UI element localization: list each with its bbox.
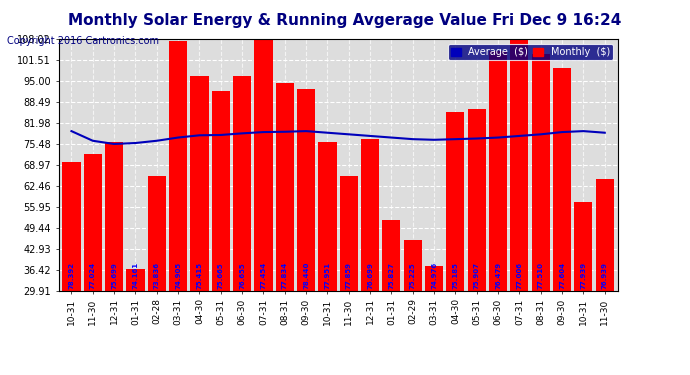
Text: 75.699: 75.699 [111,262,117,289]
Bar [511,39,529,291]
Bar [318,142,337,291]
Bar [574,202,593,291]
Text: 76.479: 76.479 [495,262,501,289]
Bar [233,76,251,291]
Text: 77.006: 77.006 [516,262,522,289]
Text: 73.836: 73.836 [154,262,160,289]
Text: 74.976: 74.976 [431,262,437,289]
Bar [83,154,102,291]
Bar [425,266,443,291]
Bar [190,76,208,291]
Bar [595,179,614,291]
Text: 77.604: 77.604 [559,262,565,289]
Bar [382,220,400,291]
Text: 77.510: 77.510 [538,262,544,289]
Bar [297,89,315,291]
Text: 77.834: 77.834 [282,262,288,289]
Text: 75.907: 75.907 [474,262,480,289]
Text: 75.827: 75.827 [388,262,395,289]
Bar [468,109,486,291]
Text: 75.665: 75.665 [218,262,224,289]
Bar [169,41,187,291]
Text: 76.655: 76.655 [239,262,245,289]
Text: 74.161: 74.161 [132,262,139,289]
Text: 74.905: 74.905 [175,262,181,289]
Text: 76.939: 76.939 [602,262,608,289]
Bar [126,269,144,291]
Text: 75.225: 75.225 [410,262,416,289]
Text: 77.859: 77.859 [346,262,352,289]
Bar [361,139,380,291]
Bar [532,54,550,291]
Text: 77.454: 77.454 [260,262,266,289]
Bar [276,83,294,291]
Bar [404,240,422,291]
Bar [255,39,273,291]
Bar [105,142,124,291]
Text: 75.415: 75.415 [197,262,202,289]
Bar [489,51,507,291]
Bar [339,176,358,291]
Text: 75.185: 75.185 [453,262,458,289]
Bar [212,91,230,291]
Bar [446,112,464,291]
Legend: Average  ($), Monthly  ($): Average ($), Monthly ($) [448,44,613,60]
Text: 77.939: 77.939 [580,262,586,289]
Text: 78.392: 78.392 [68,262,75,289]
Text: 78.440: 78.440 [303,262,309,289]
Text: 77.024: 77.024 [90,262,96,289]
Text: Copyright 2016 Cartronics.com: Copyright 2016 Cartronics.com [7,36,159,46]
Text: Monthly Solar Energy & Running Avgerage Value Fri Dec 9 16:24: Monthly Solar Energy & Running Avgerage … [68,13,622,28]
Text: 76.699: 76.699 [367,262,373,289]
Text: 77.951: 77.951 [324,262,331,289]
Bar [148,176,166,291]
Bar [553,68,571,291]
Bar [62,162,81,291]
